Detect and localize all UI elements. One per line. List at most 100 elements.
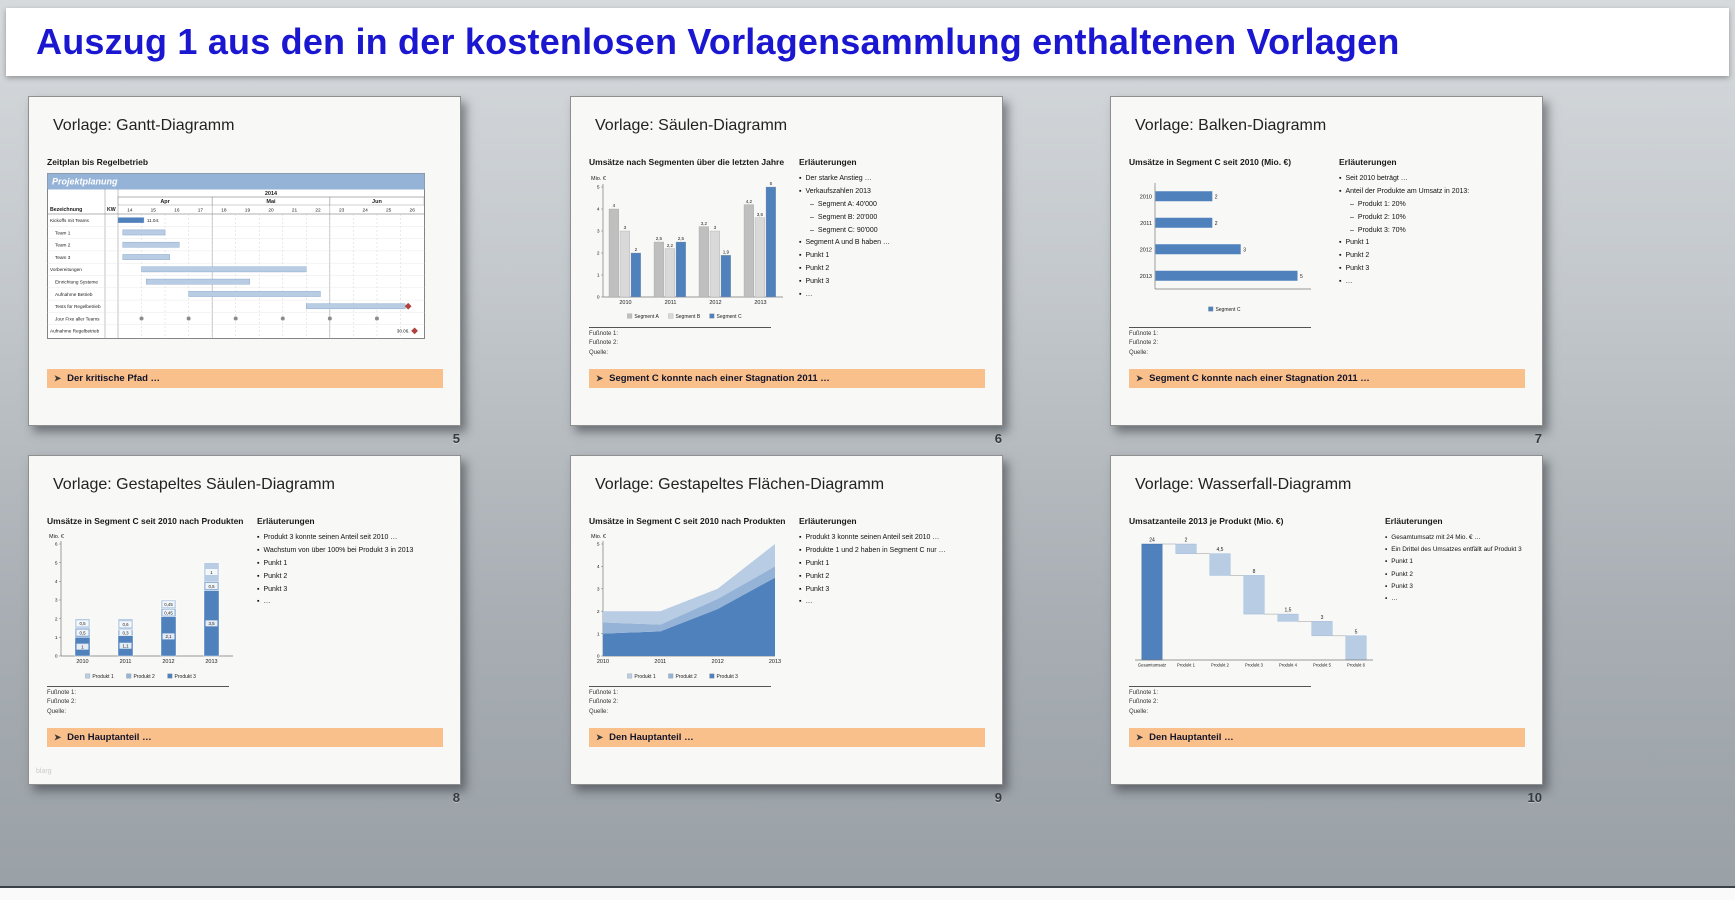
page-number: 6 — [994, 431, 1002, 446]
svg-text:8: 8 — [1253, 569, 1256, 575]
svg-text:2: 2 — [1215, 221, 1218, 227]
page-number: 7 — [1534, 431, 1542, 446]
svg-text:2012: 2012 — [1140, 248, 1152, 254]
svg-text:4,2: 4,2 — [746, 199, 753, 204]
arrow-icon: ➤ — [54, 373, 62, 383]
svg-text:2,5: 2,5 — [678, 236, 685, 241]
takeaway-bar: ➤ Segment C konnte nach einer Stagnation… — [589, 369, 985, 388]
svg-text:2010: 2010 — [76, 659, 88, 665]
svg-text:18: 18 — [221, 208, 227, 214]
svg-text:0: 0 — [55, 654, 58, 660]
svg-text:4: 4 — [597, 207, 600, 213]
svg-text:15: 15 — [151, 208, 157, 214]
explanations-heading: Erläuterungen — [799, 157, 857, 167]
svg-text:3: 3 — [624, 225, 627, 230]
chart-heading: Umsätze in Segment C seit 2010 nach Prod… — [47, 516, 244, 526]
svg-text:0: 0 — [597, 654, 600, 660]
svg-text:4: 4 — [55, 579, 58, 585]
svg-text:2: 2 — [1185, 538, 1188, 544]
watermark: blarg — [36, 768, 52, 775]
chart-heading: Umsatzanteile 2013 je Produkt (Mio. €) — [1129, 516, 1284, 526]
svg-text:5: 5 — [597, 542, 600, 548]
svg-text:4: 4 — [597, 564, 600, 570]
svg-text:Mai: Mai — [266, 199, 276, 205]
chart-heading: Zeitplan bis Regelbetrieb — [47, 157, 149, 167]
svg-text:1: 1 — [597, 273, 600, 279]
svg-text:3,2: 3,2 — [701, 221, 708, 226]
svg-text:Segment C: Segment C — [717, 314, 742, 320]
arrow-icon: ➤ — [596, 732, 604, 742]
slide-gantt-diagramm: Vorlage: Gantt-Diagramm Zeitplan bis Reg… — [28, 96, 461, 446]
svg-text:2: 2 — [55, 616, 58, 622]
svg-text:0,5: 0,5 — [79, 621, 86, 626]
slide-balken-diagramm: Vorlage: Balken-Diagramm Umsätze in Segm… — [1110, 96, 1543, 446]
svg-text:2014: 2014 — [265, 191, 278, 197]
page-header: Auszug 1 aus den in der kostenlosen Vorl… — [6, 8, 1729, 76]
svg-text:2012: 2012 — [162, 659, 174, 665]
svg-text:Team 1: Team 1 — [55, 230, 71, 235]
svg-text:Produkt 1: Produkt 1 — [1177, 663, 1196, 668]
slide-title: Vorlage: Gantt-Diagramm — [53, 117, 235, 134]
chart-heading: Umsätze in Segment C seit 2010 (Mio. €) — [1129, 157, 1292, 167]
explanations-list: ▪ Produkt 3 konnte seinen Anteil seit 201… — [799, 534, 946, 606]
svg-text:2011: 2011 — [120, 659, 132, 665]
svg-text:2: 2 — [1215, 195, 1218, 201]
svg-text:17: 17 — [198, 208, 204, 214]
svg-text:Team 2: Team 2 — [55, 243, 71, 248]
svg-text:1: 1 — [210, 570, 213, 575]
svg-text:Team 3: Team 3 — [55, 255, 71, 260]
slide-title: Vorlage: Gestapeltes Flächen-Diagramm — [595, 476, 885, 493]
svg-text:Mio. €: Mio. € — [49, 534, 64, 540]
svg-text:14: 14 — [127, 208, 133, 214]
bottom-strip — [0, 886, 1735, 900]
svg-text:Aufnahme Betrieb: Aufnahme Betrieb — [55, 292, 93, 297]
waterfall-chart: 24 2 4,5 8 1,5 3 5 Gesamtumsatz Produkt 1 Produkt… — [1135, 538, 1373, 668]
arrow-icon: ➤ — [54, 732, 62, 742]
svg-text:Produkt 2: Produkt 2 — [675, 674, 697, 680]
svg-text:Produkt 1: Produkt 1 — [92, 674, 114, 680]
svg-text:26: 26 — [410, 208, 416, 214]
svg-text:2013: 2013 — [1140, 274, 1152, 280]
svg-text:5: 5 — [1300, 274, 1303, 280]
svg-text:2011: 2011 — [665, 300, 677, 306]
svg-text:4,5: 4,5 — [1217, 547, 1224, 553]
svg-text:Produkt 3: Produkt 3 — [175, 674, 197, 680]
takeaway-bar: ➤ Segment C konnte nach einer Stagnation… — [1129, 369, 1525, 388]
svg-text:3: 3 — [55, 598, 58, 604]
svg-text:2013: 2013 — [769, 659, 781, 665]
svg-text:Segment C: Segment C — [1215, 307, 1240, 313]
takeaway-text: Der kritische Pfad … — [67, 373, 161, 384]
svg-text:3: 3 — [1243, 248, 1246, 254]
svg-text:0,45: 0,45 — [164, 602, 173, 607]
svg-text:1: 1 — [597, 631, 600, 637]
svg-text:2011: 2011 — [1140, 221, 1152, 227]
svg-text:Produkt 5: Produkt 5 — [1313, 663, 1332, 668]
svg-text:20: 20 — [268, 208, 274, 214]
chart-heading: Umsätze nach Segmenten über die letzten … — [589, 157, 785, 167]
svg-text:2010: 2010 — [597, 659, 609, 665]
explanations-heading: Erläuterungen — [1385, 516, 1443, 526]
stacked-column-chart: Mio. € 0 1 2 3 4 5 6 1 0,5 0,5 2010 1,1 0,3 0,6 2011 2,1… — [49, 534, 233, 680]
svg-text:Mio. €: Mio. € — [591, 534, 606, 540]
explanations-list: ▪ Gesamtumsatz mit 24 Mio. € … ▪ Ein Dritte… — [1385, 534, 1522, 602]
svg-text:22: 22 — [315, 208, 321, 214]
slide-title: Vorlage: Wasserfall-Diagramm — [1135, 476, 1352, 493]
svg-text:3,6: 3,6 — [757, 212, 764, 217]
svg-text:5: 5 — [1355, 629, 1358, 635]
page-title: Auszug 1 aus den in der kostenlosen Vorl… — [36, 21, 1400, 62]
slide-title: Vorlage: Gestapeltes Säulen-Diagramm — [53, 476, 335, 493]
svg-text:0: 0 — [597, 295, 600, 301]
svg-text:Mio. €: Mio. € — [591, 176, 606, 182]
svg-text:KW: KW — [107, 207, 116, 213]
slide-gestapeltes-flaechen-diagramm: Vorlage: Gestapeltes Flächen-Diagramm Um… — [570, 455, 1003, 805]
svg-text:0,5: 0,5 — [79, 630, 86, 635]
svg-text:2012: 2012 — [709, 300, 721, 306]
takeaway-bar: ➤ Den Hauptanteil … — [47, 728, 443, 747]
svg-text:Bezeichnung: Bezeichnung — [50, 207, 82, 213]
takeaway-text: Segment C konnte nach einer Stagnation 2… — [1149, 373, 1370, 384]
svg-text:2010: 2010 — [1140, 195, 1152, 201]
svg-text:Kickoffs mit Teams: Kickoffs mit Teams — [50, 218, 90, 223]
svg-text:1,5: 1,5 — [1285, 608, 1292, 614]
svg-text:Segment B: Segment B — [675, 314, 700, 320]
slide-gestapeltes-saeulen-diagramm: Vorlage: Gestapeltes Säulen-Diagramm Ums… — [28, 455, 461, 805]
